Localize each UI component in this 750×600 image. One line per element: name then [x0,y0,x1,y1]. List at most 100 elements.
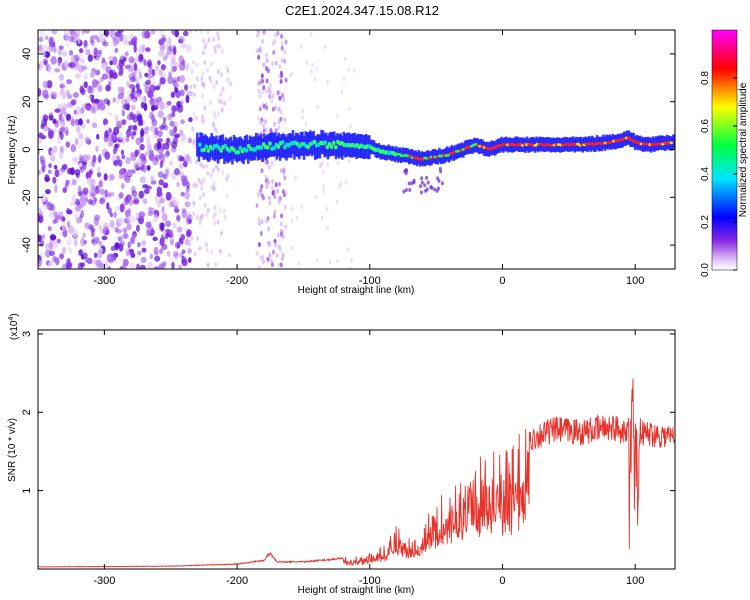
spectrogram-noise-cell [165,220,171,227]
colorbar-tick-label: 0.2 [700,215,711,229]
spectrogram-noise-cell [97,249,103,259]
spectrogram-noise-cell [153,99,160,108]
spectrogram-noise-cell [48,261,54,268]
spectrogram-noise-cell [138,53,144,62]
spectrogram-ridge-core [259,145,264,150]
spectrogram-ridge-core [244,148,249,153]
snr-multiplier-base: (x10 [9,320,20,340]
spectrogram-ridge-band [336,133,339,157]
spectrogram-noise-cell [135,137,141,146]
spectrogram-noise-cell [188,257,192,263]
spectrogram-noise-cell [70,118,75,127]
spectrogram-ridge-core [198,142,202,148]
spectrogram-noise-cell [124,51,129,57]
snr-x-tick-label: 100 [626,575,644,587]
spectrogram-noise-cell [121,227,127,233]
spectrogram-noise-cell [86,119,90,124]
spectrogram-noise-cell [59,127,65,133]
spectrogram-noise-cell [117,236,123,242]
spectrogram-noise-cell [213,44,217,50]
spectrogram-noise-cell [47,132,54,139]
spectrogram-noise-cell [108,174,115,182]
spectrogram-noise-cell [41,234,46,239]
spectrogram-noise-cell [265,58,269,64]
spectrogram-ridge-core [266,145,270,150]
spectrogram-noise-cell [179,75,185,83]
spectrogram-noise-cell [43,60,48,66]
spectrogram-noise-cell [201,192,205,198]
spectrogram-noise-cell [127,208,132,213]
spectrogram-ridge-band [524,138,527,153]
spectrogram-noise-cell [149,97,154,104]
spectrogram-noise-cell [121,154,126,160]
spectrogram-noise-cell [189,159,193,165]
snr-y-tick-label: 2 [21,409,33,415]
spectrogram-noise-cell [85,45,89,54]
spectrogram-noise-cell [80,209,85,219]
spectrogram-noise-cell [257,80,261,86]
spectrogram-noise-cell [65,129,69,136]
spectrogram-ridge-band [247,139,250,164]
spectrogram-noise-cell [93,197,97,203]
spectrogram-noise-cell [201,71,205,77]
spectrogram-noise-cell [126,130,133,137]
spectrogram-noise-cell [283,117,287,123]
spectrogram-noise-cell [74,119,80,126]
spectrogram-noise-cell [69,49,74,56]
spectrogram-noise-cell [140,101,145,109]
spectrogram-noise-cell [170,147,177,153]
spectrogram-noise-cell [274,32,278,38]
spectrogram-noise-cell [313,77,317,82]
spectrogram-noise-cell [148,152,155,162]
spectrogram-noise-cell [159,153,166,162]
spectrogram-noise-cell [178,55,185,64]
spectrogram-noise-cell [280,168,284,174]
spectrogram-noise-cell [38,169,41,176]
spectrogram-noise-cell [134,92,141,98]
spectrogram-noise-cell [103,118,109,126]
spectrogram-noise-cell [268,200,272,206]
spectrogram-noise-cell [75,73,82,79]
spectrogram-noise-cell [223,100,227,106]
spectrogram-noise-cell [154,255,161,262]
spectrogram-noise-cell [67,247,73,254]
spectrogram-ridge-band [196,132,199,157]
spectrogram-noise-cell [161,206,165,214]
spectrogram-noise-cell [336,113,339,118]
spectrogram-noise-cell [50,149,55,156]
spectrogram-noise-cell [325,206,329,212]
spectrogram-noise-cell [77,185,82,193]
spectrogram-ridge-core [280,140,285,145]
spectrogram-ridge-core [206,148,211,153]
spectrogram-noise-cell [139,176,146,184]
spectrogram-noise-cell [60,119,66,128]
spectrogram-noise-cell [207,37,211,43]
spectrogram-noise-cell [159,248,164,254]
spectrogram-noise-cell [205,247,209,253]
spectrogram-noise-cell [129,76,136,82]
spectrogram-noise-cell [61,216,66,222]
spectrogram-noise-cell [139,96,145,102]
spectrogram-noise-cell [109,173,115,181]
spectrogram-ridge-core [323,140,327,145]
spectrogram-noise-cell [206,30,210,35]
spectrogram-noise-cell [213,220,217,226]
spectrogram-noise-cell [320,161,324,166]
spectrogram-noise-cell [105,84,111,92]
spectrogram-noise-cell [128,84,135,89]
spectrogram-ridge-band [672,134,675,149]
spectrogram-noise-cell [199,214,203,220]
spectrogram-noise-cell [426,180,430,185]
spectrogram-noise-cell [50,55,57,65]
spectrogram-noise-cell [206,262,210,268]
spectrogram-noise-cell [78,162,83,168]
spectrogram-noise-cell [125,250,130,257]
spectrogram-noise-cell [89,190,93,197]
spectrogram-noise-cell [53,241,58,249]
spectrogram-noise-cell [281,233,285,239]
spectrogram-noise-cell [161,121,167,129]
spectrogram-noise-cell [114,114,119,123]
spectrogram-noise-cell [305,60,308,65]
spectrogram-noise-cell [348,106,351,112]
